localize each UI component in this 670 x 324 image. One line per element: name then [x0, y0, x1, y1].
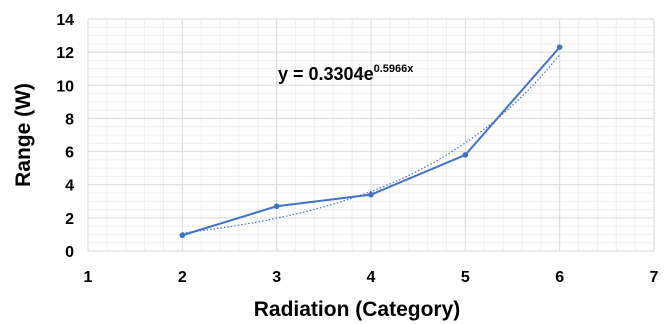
- exponential-trendline: [182, 54, 561, 234]
- y-tick-label: 0: [65, 244, 74, 261]
- trendline-equation: y = 0.3304e0.5966x: [278, 63, 414, 84]
- x-tick-label: 3: [272, 269, 281, 286]
- data-point: [273, 203, 280, 210]
- x-tick-label: 7: [650, 269, 659, 286]
- y-tick-label: 12: [56, 45, 74, 62]
- y-tick-label: 2: [65, 211, 74, 228]
- grid: [87, 18, 655, 252]
- x-axis-title: Radiation (Category): [254, 298, 461, 321]
- y-axis-title: Range (W): [12, 83, 35, 187]
- y-tick-label: 8: [65, 111, 74, 128]
- equation-exponent: 0.5966x: [374, 63, 415, 75]
- y-tick-label: 6: [65, 145, 74, 162]
- data-point: [556, 44, 563, 50]
- data-point: [179, 232, 186, 239]
- y-tick-label: 4: [65, 178, 74, 195]
- data-point: [368, 191, 374, 198]
- x-tick-label: 5: [461, 269, 470, 286]
- data-point: [462, 152, 469, 158]
- series-group: [179, 44, 563, 239]
- y-tick-label: 14: [56, 12, 74, 29]
- x-tick-label: 1: [84, 269, 93, 286]
- x-tick-label: 2: [178, 269, 187, 286]
- y-tick-label: 10: [56, 78, 74, 95]
- x-tick-label: 4: [367, 269, 376, 286]
- equation-main: y = 0.3304e: [278, 64, 374, 84]
- trendline-group: [182, 54, 561, 234]
- x-tick-label: 6: [555, 269, 564, 286]
